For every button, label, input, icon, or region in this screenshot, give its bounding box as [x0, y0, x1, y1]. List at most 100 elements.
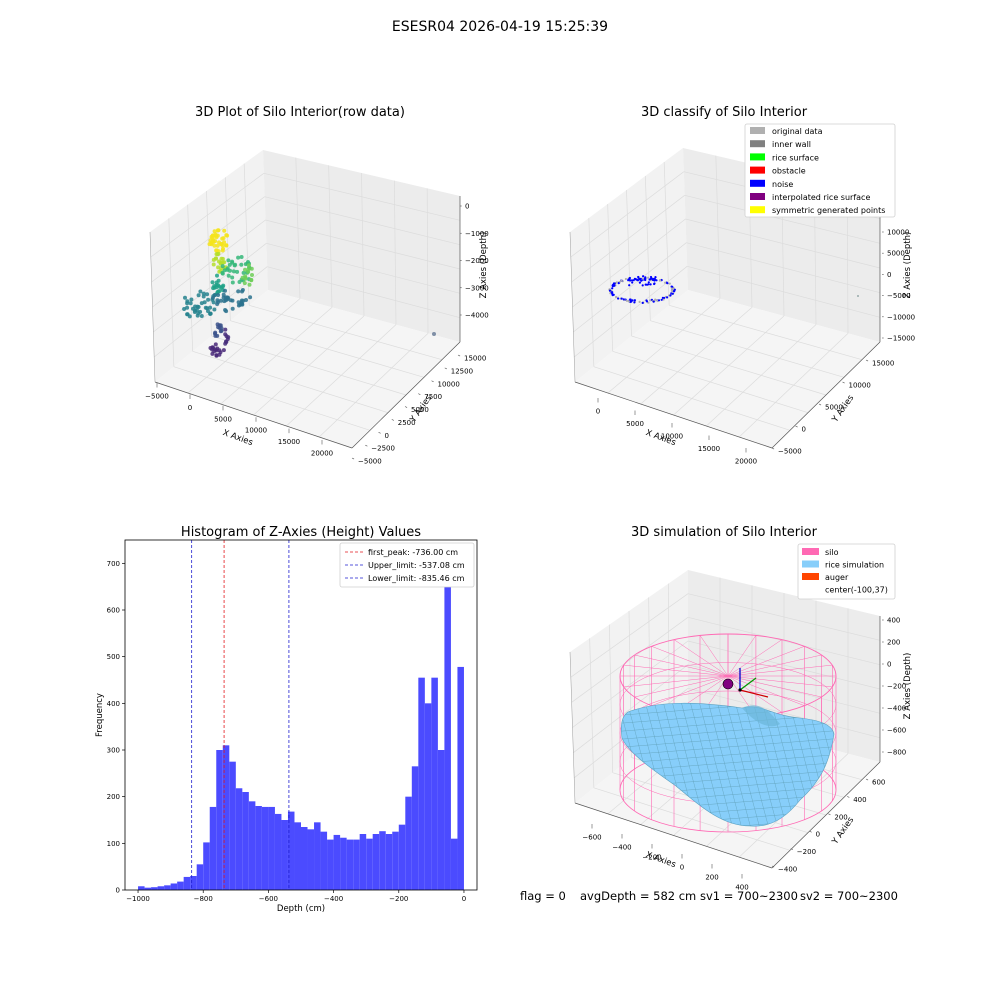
sim-legend: silo rice simulation auger center(-100,37)	[797, 543, 896, 600]
raw-point	[222, 228, 227, 233]
sim-x-tick-label: −600	[582, 834, 601, 842]
rice-mesh-line	[621, 745, 834, 765]
raw-z-tick-label: −4000	[465, 312, 489, 320]
raw-point	[221, 292, 226, 297]
hist-bar	[405, 796, 412, 890]
classify-point	[614, 295, 618, 299]
classify-legend-swatch	[750, 153, 765, 161]
raw-point	[236, 289, 241, 294]
classify-point	[617, 282, 620, 285]
raw-point	[187, 314, 192, 319]
raw-point	[239, 255, 244, 259]
classify-point	[652, 300, 655, 303]
hist-bar	[229, 761, 236, 890]
raw-point	[226, 335, 231, 340]
raw-point	[188, 301, 193, 306]
raw-point	[219, 256, 224, 261]
raw-point	[199, 314, 204, 318]
raw-point	[216, 300, 221, 305]
raw-x-axis	[154, 381, 353, 449]
raw-point	[203, 305, 208, 310]
classify-x-axis	[574, 381, 773, 449]
hist-bar	[209, 806, 217, 890]
raw-point	[216, 293, 221, 297]
raw-point	[249, 277, 254, 282]
auger-marker	[722, 678, 734, 690]
silo-top-spoke	[634, 654, 729, 677]
sim-y-axis	[771, 761, 881, 869]
raw-point	[227, 262, 232, 267]
classify-point	[654, 276, 657, 279]
classify-y-tick-mark	[842, 381, 845, 384]
raw-point	[209, 240, 214, 245]
hist-bar	[138, 886, 145, 890]
classify-point	[647, 281, 650, 284]
raw-y-tick-mark	[444, 367, 447, 370]
classify-zlabel: Z Axies (Depth)	[903, 232, 913, 299]
hist-y-tick-label: 500	[107, 653, 120, 661]
hist-legend-label: first_peak: -736.00 cm	[368, 548, 458, 557]
classify-z-tick-label: −5000	[887, 292, 911, 300]
classify-point	[654, 278, 657, 281]
subplot-raw-3d: 3D Plot of Silo Interior(row data) −5000…	[145, 105, 489, 466]
raw-point	[240, 289, 244, 294]
raw-point	[214, 280, 219, 285]
raw-y-tick-label: −5000	[358, 458, 382, 466]
sim-legend-label: rice simulation	[825, 561, 884, 570]
raw-z-tick-label: 0	[465, 203, 469, 211]
raw-point	[249, 266, 254, 271]
classify-x-tick-label: 15000	[698, 445, 720, 453]
classify-point	[664, 281, 667, 284]
raw-point	[212, 243, 217, 248]
raw-point	[211, 300, 216, 305]
classify-z-tick-label: 0	[887, 271, 891, 279]
hist-bar	[411, 766, 419, 890]
hist-bar	[183, 876, 191, 890]
sim-y-tick-label: 0	[816, 831, 820, 839]
hist-bar	[190, 876, 197, 890]
raw-zlabel: Z Axies (Depth)	[479, 232, 489, 299]
raw-y-tick-mark	[365, 444, 368, 447]
classify-points	[608, 275, 859, 304]
sim-y-tick-mark	[790, 848, 794, 850]
footer-sv2: sv2 = 700~2300	[800, 889, 898, 903]
classify-x-tick-label: 20000	[735, 458, 757, 466]
raw-y-tick-mark	[378, 431, 381, 434]
hist-bar	[222, 745, 230, 890]
hist-bar	[385, 834, 393, 890]
sim-legend-swatch	[802, 548, 819, 555]
sim-y-tick-mark	[847, 796, 850, 798]
raw-x-tick-label: −5000	[145, 393, 169, 401]
classify-z-tick-label: −10000	[887, 313, 915, 321]
classify-point	[649, 275, 653, 279]
hist-bar	[216, 750, 223, 890]
classify-point	[638, 278, 642, 281]
classify-y-tick-mark	[865, 359, 869, 362]
classify-point	[644, 277, 647, 280]
raw-point	[210, 233, 215, 238]
raw-point	[198, 289, 203, 294]
classify-point	[670, 287, 674, 290]
raw-point	[199, 301, 204, 306]
classify-point	[647, 276, 650, 279]
rice-mesh-line	[621, 703, 834, 717]
raw-axes-box	[149, 150, 461, 449]
subplot-histogram: Histogram of Z-Axies (Height) Values −10…	[95, 525, 478, 914]
classify-y-tick-label: 15000	[872, 360, 894, 368]
classify-point	[642, 275, 645, 278]
classify-xlabel: X Axies	[644, 428, 677, 448]
hist-bar	[320, 831, 328, 890]
classify-y-tick-label: 5000	[825, 404, 843, 412]
classify-point	[638, 300, 641, 303]
subplot-simulation-3d: 3D simulation of Silo Interior −600−400−…	[569, 525, 913, 892]
raw-floor-pane	[155, 290, 460, 448]
raw-point	[183, 295, 187, 300]
center-point	[738, 688, 742, 692]
hist-bars	[138, 554, 464, 890]
classify-point	[666, 282, 669, 285]
classify-point	[659, 279, 662, 282]
hist-bar	[333, 834, 341, 890]
raw-point	[230, 275, 235, 280]
hist-x-tick-label: −1000	[126, 895, 150, 903]
raw-point	[213, 342, 218, 347]
